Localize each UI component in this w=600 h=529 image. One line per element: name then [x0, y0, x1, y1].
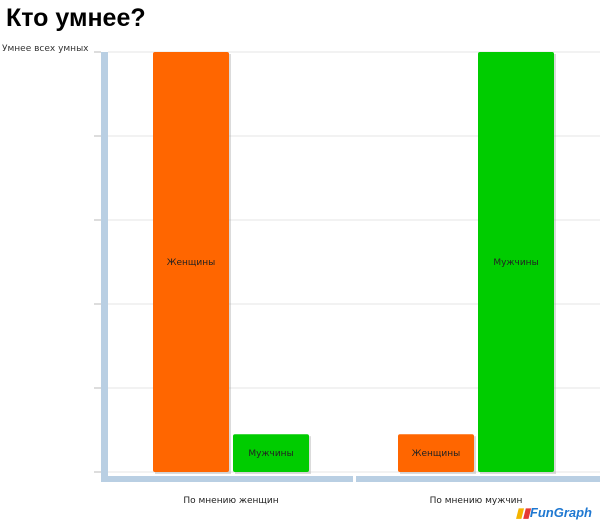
x-axis-segment — [356, 476, 600, 482]
bar-label: Женщины — [167, 258, 215, 268]
bar-label: Женщины — [412, 449, 460, 459]
x-tick-label: По мнению женщин — [183, 496, 278, 506]
bar-1-0 — [233, 434, 309, 472]
x-tick-label: По мнению мужчин — [430, 496, 523, 506]
chart-title: Кто умнее? — [6, 4, 146, 32]
bar-0-1 — [398, 434, 474, 472]
bar-1-1 — [478, 52, 554, 472]
fungraph-logo: ▮▮FunGraph — [515, 505, 592, 520]
bar-label: Мужчины — [248, 449, 293, 459]
y-axis — [101, 52, 108, 482]
y-axis-top-label: Умнее всех умных — [2, 44, 89, 54]
bar-label: Мужчины — [493, 258, 538, 268]
bar-0-0 — [153, 52, 229, 472]
x-axis-segment — [108, 476, 353, 482]
